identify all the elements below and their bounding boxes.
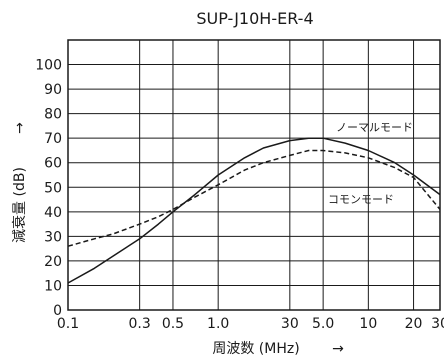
y-tick-label: 50 xyxy=(44,180,62,196)
y-tick-label: 40 xyxy=(44,205,62,221)
y-tick-label: 100 xyxy=(35,58,62,74)
x-tick-label: 0.1 xyxy=(57,316,79,332)
x-tick-label: 1.0 xyxy=(207,316,229,332)
x-tick-label: 0.3 xyxy=(129,316,151,332)
y-axis-label: 減衰量 (dB) xyxy=(11,167,28,243)
x-axis-arrow: → xyxy=(332,341,344,357)
x-tick-label: 20 xyxy=(405,316,423,332)
x-tick-label: 5.0 xyxy=(312,316,334,332)
series-layer xyxy=(67,137,441,284)
grid xyxy=(67,39,441,311)
series-normal-mode-line xyxy=(67,137,441,284)
chart-title: SUP-J10H-ER-4 xyxy=(196,9,313,28)
y-tick-label: 10 xyxy=(44,278,62,294)
plot-frame xyxy=(67,39,441,311)
y-tick-label: 90 xyxy=(44,82,62,98)
y-tick-label: 20 xyxy=(44,254,62,270)
y-axis-arrow: → xyxy=(12,122,28,134)
y-tick-labels: 0 10 20 30 40 50 60 70 80 90 100 xyxy=(35,58,62,319)
x-tick-label: 10 xyxy=(359,316,377,332)
series-common-mode-line xyxy=(67,149,441,247)
annotation-normal-mode: ノーマルモード xyxy=(336,121,413,134)
annotation-common-mode: コモンモード xyxy=(328,193,394,206)
y-tick-label: 30 xyxy=(44,229,62,245)
x-tick-labels: 0.1 0.3 0.5 1.0 30 5.0 10 20 30 xyxy=(57,316,444,332)
x-axis-label: 周波数 (MHz) xyxy=(212,341,299,357)
y-tick-label: 60 xyxy=(44,156,62,172)
x-tick-label: 30 xyxy=(431,316,444,332)
x-tick-label: 30 xyxy=(281,316,299,332)
y-tick-label: 70 xyxy=(44,131,62,147)
x-tick-label: 0.5 xyxy=(162,316,184,332)
y-tick-label: 0 xyxy=(53,303,62,319)
y-tick-label: 80 xyxy=(44,107,62,123)
